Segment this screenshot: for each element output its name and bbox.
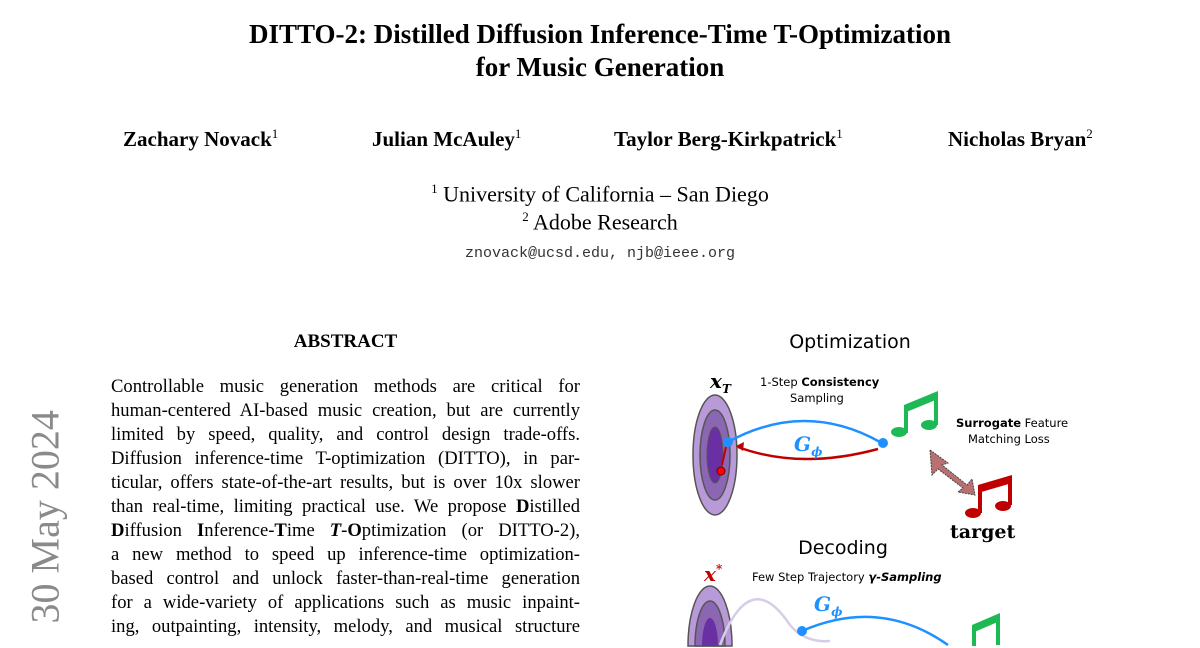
latent-distribution-icon — [692, 394, 738, 516]
abstract-text: istilled — [529, 496, 580, 517]
affil-text: Adobe Research — [533, 209, 678, 235]
trajectory-point — [797, 626, 807, 636]
g-phi-label: Gϕ — [794, 432, 823, 459]
surrogate-label-2: Matching Loss — [968, 432, 1050, 446]
decoding-title: Decoding — [798, 537, 888, 559]
gradient-arrow — [737, 445, 879, 461]
latent-distribution-icon — [687, 585, 733, 647]
abstract-line: a new method to speed up inference-time … — [111, 543, 580, 567]
gamma-sampling-label: Few Step Trajectory γ-Sampling — [752, 570, 942, 584]
author: Taylor Berg-Kirkpatrick1 — [614, 126, 843, 152]
abstract-line: ing, outpainting, intensity, melody, and… — [111, 615, 580, 639]
author: Julian McAuley1 — [372, 126, 521, 152]
paper-title: DITTO-2: Distilled Diffusion Inference-T… — [0, 18, 1200, 84]
abstract-text: D — [111, 520, 125, 541]
abstract-text: O — [347, 520, 362, 541]
abstract-text: D — [515, 496, 530, 517]
abstract-text: T — [274, 520, 287, 541]
abstract-line: Diffusion Inference-Time T-Optimization … — [111, 519, 580, 543]
start-point — [723, 437, 733, 447]
abstract-text: nference- — [204, 520, 275, 541]
output-point — [878, 438, 888, 448]
consistency-label-2: Sampling — [790, 391, 844, 405]
abstract-text: for a wide-variety of applications such … — [111, 592, 580, 613]
update-arrow — [721, 446, 727, 466]
affiliation: 1 University of California – San Diego — [0, 181, 1200, 207]
author: Zachary Novack1 — [123, 126, 278, 152]
abstract-text: ptimization (or DITTO-2), — [361, 520, 580, 541]
abstract-text: Diffusion inference-time T-optimization … — [111, 448, 580, 469]
music-note-icon — [972, 613, 1000, 646]
gradient-arrowhead — [736, 442, 744, 451]
emails: znovack@ucsd.edu, njb@ieee.org — [464, 245, 736, 262]
abstract-line: for a wide-variety of applications such … — [111, 591, 580, 615]
author-name: Taylor Berg-Kirkpatrick — [614, 127, 837, 151]
music-note-icon — [891, 391, 938, 437]
optimized-point — [716, 466, 726, 476]
abstract-text: Controllable music generation methods ar… — [111, 376, 580, 397]
surrogate-label: Surrogate Feature — [956, 416, 1068, 430]
title-line-2: for Music Generation — [475, 52, 725, 82]
consistency-label: 1-Step Consistency — [760, 375, 880, 389]
affil-sup: 2 — [522, 209, 529, 224]
affil-sup: 1 — [431, 181, 438, 196]
g-phi-label-decoding: Gϕ — [814, 592, 843, 619]
target-note-icon — [965, 475, 1012, 518]
affil-text: University of California – San Diego — [443, 181, 769, 207]
abstract-line: Diffusion inference-time T-optimization … — [111, 447, 580, 471]
x-T-label: xT — [709, 369, 732, 396]
abstract-text: ing, outpainting, intensity, melody, and… — [111, 616, 580, 637]
abstract-text: ime — [286, 520, 330, 541]
abstract-text: iffusion — [124, 520, 197, 541]
abstract-text: T — [329, 520, 342, 541]
abstract-text: - — [341, 520, 348, 541]
author-affil-sup: 2 — [1086, 126, 1093, 141]
abstract-line: Controllable music generation methods ar… — [111, 375, 580, 399]
abstract-line: than real-time, limiting practical use. … — [111, 495, 580, 519]
target-label: target — [950, 521, 1015, 543]
author-affil-sup: 1 — [514, 126, 522, 141]
abstract-text: based control and unlock faster-than-rea… — [111, 568, 580, 589]
abstract-text: I — [196, 520, 205, 541]
author-name: Julian McAuley — [372, 127, 515, 151]
arxiv-date-stamp: 30 May 2024 — [22, 410, 68, 624]
abstract-line: limited by speed, quality, and control d… — [111, 423, 580, 447]
author-affil-sup: 1 — [836, 126, 843, 141]
abstract-text: a new method to speed up inference-time … — [111, 544, 580, 565]
abstract-line: ticular, offers state-of-the-art results… — [111, 471, 580, 495]
generator-arrow — [727, 419, 881, 444]
method-figure: Optimization xT 1-Step Consistency Sampl… — [687, 331, 1068, 647]
author-name: Zachary Novack — [123, 127, 272, 151]
author-affil-sup: 1 — [271, 126, 279, 141]
author: Nicholas Bryan2 — [948, 126, 1093, 152]
abstract-text: ticular, offers state-of-the-art results… — [111, 472, 580, 493]
author-name: Nicholas Bryan — [948, 127, 1087, 151]
abstract-line: based control and unlock faster-than-rea… — [111, 567, 580, 591]
abstract-text: than real-time, limiting practical use. … — [111, 496, 516, 517]
generator-arrow-decoding — [801, 615, 949, 647]
abstract-text: human-centered AI-based music creation, … — [111, 400, 580, 421]
optimization-title: Optimization — [789, 331, 911, 353]
affiliation: 2 Adobe Research — [0, 209, 1200, 235]
sampling-trajectory — [718, 598, 831, 646]
x-T-star-label: x* — [703, 562, 723, 586]
abstract-text: limited by speed, quality, and control d… — [111, 424, 580, 445]
abstract-line: human-centered AI-based music creation, … — [111, 399, 580, 423]
title-line-1: DITTO-2: Distilled Diffusion Inference-T… — [248, 19, 952, 49]
loss-arrow-icon — [929, 448, 976, 496]
abstract-heading: ABSTRACT — [293, 331, 398, 352]
